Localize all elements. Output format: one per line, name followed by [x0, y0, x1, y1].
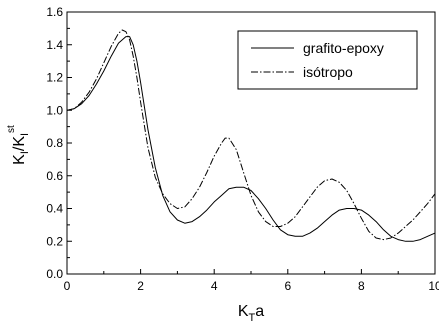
plot-layer	[66, 29, 436, 242]
y-axis-title-sub1: I	[19, 151, 31, 154]
y-tick-label: 0.4	[46, 202, 63, 216]
y-axis-title-sub2: I	[19, 133, 31, 136]
y-tick-label: 1.2	[46, 71, 63, 85]
y-tick-label: 1.0	[46, 103, 63, 117]
x-axis-title-main: K	[238, 303, 249, 320]
y-axis-title-sup: st	[6, 125, 17, 133]
y-tick-label: 0.0	[46, 267, 63, 281]
y-axis-title-main: K	[11, 154, 28, 165]
y-tick-label: 0.8	[46, 136, 63, 150]
x-tick-label: 0	[64, 279, 71, 293]
y-tick-label: 1.6	[46, 5, 63, 19]
legend-label-grafito-epoxy: grafito-epoxy	[303, 40, 384, 56]
y-tick-label: 1.4	[46, 38, 63, 52]
legend: grafito-epoxy isótropo	[237, 30, 418, 90]
y-axis-title: KI/KIst	[6, 125, 31, 165]
ticks-layer: 0 2 4 6 8 10 0.0 0.2 0.4 0.6 0.8 1.0 1.2 1.4 1.6	[46, 5, 439, 293]
y-tick-label: 0.2	[46, 234, 63, 248]
y-axis-title-mid: /K	[11, 136, 28, 151]
x-axis-title-sub: T	[249, 312, 256, 324]
x-axis-title: KTa	[238, 303, 264, 324]
x-tick-label: 2	[137, 279, 144, 293]
x-tick-label: 6	[284, 279, 291, 293]
legend-label-isotropo: isótropo	[303, 64, 353, 80]
y-tick-label: 0.6	[46, 169, 63, 183]
legend-box	[237, 30, 418, 90]
series-line-isotropo	[66, 29, 436, 241]
x-axis-title-tail: a	[255, 303, 264, 320]
x-tick-label: 4	[211, 279, 218, 293]
x-tick-label: 10	[428, 279, 439, 293]
x-tick-label: 8	[358, 279, 365, 293]
